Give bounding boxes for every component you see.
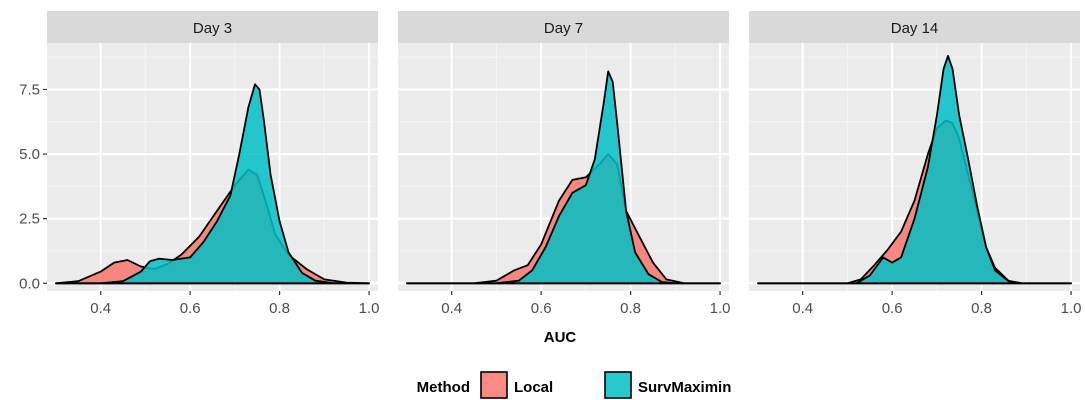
y-tick-label: 7.5 [19, 82, 40, 99]
x-tick-label: 1.0 [710, 300, 731, 317]
x-tick-label: 0.6 [180, 300, 201, 317]
facet-strip-label: Day 3 [193, 20, 232, 37]
legend-title: Method [417, 379, 470, 396]
x-tick-label: 1.0 [1061, 300, 1082, 317]
facet-strip-label: Day 14 [891, 20, 939, 37]
density-area-local [55, 168, 370, 285]
facet-panel: Day 3 0.4 0.6 0.8 1.0 0.0 2.5 5.0 7.5 [19, 11, 379, 317]
x-tick-label: 0.6 [882, 300, 903, 317]
x-tick-label: 0.4 [792, 300, 813, 317]
x-tick-label: 1.0 [359, 300, 380, 317]
legend: Method Local SurvMaximin [417, 371, 731, 399]
legend-label-local: Local [514, 379, 553, 396]
y-tick-label: 2.5 [19, 211, 40, 228]
density-area-survmaximin [55, 83, 370, 285]
facet-strip [398, 11, 729, 43]
facet-strip-label: Day 7 [544, 20, 583, 37]
legend-label-survmaximin: SurvMaximin [638, 379, 731, 396]
y-tick-label: 0.0 [19, 275, 40, 292]
facet-strip [749, 11, 1080, 43]
x-tick-label: 0.8 [971, 300, 992, 317]
facet-panel: Day 7 0.4 0.6 0.8 1.0 [398, 11, 730, 317]
x-tick-label: 0.4 [90, 300, 111, 317]
x-tick-label: 0.8 [620, 300, 641, 317]
x-axis-title: AUC [544, 329, 577, 346]
density-area-survmaximin [406, 70, 721, 285]
density-area-survmaximin [757, 55, 1072, 285]
x-tick-label: 0.8 [269, 300, 290, 317]
x-tick-label: 0.6 [531, 300, 552, 317]
facet-panel: Day 14 0.4 0.6 0.8 1.0 [749, 11, 1081, 317]
legend-key-local [480, 371, 508, 399]
x-tick-label: 0.4 [441, 300, 462, 317]
facet-strip [47, 11, 378, 43]
legend-key-survmaximin [604, 371, 632, 399]
y-tick-label: 5.0 [19, 146, 40, 163]
